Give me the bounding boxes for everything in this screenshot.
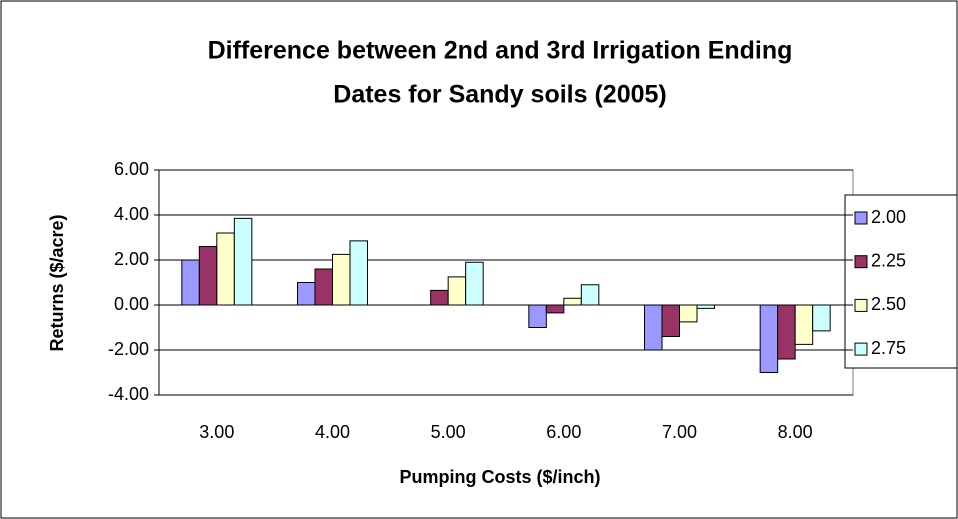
legend-label: 2.25 (871, 250, 906, 270)
legend-label: 2.75 (871, 338, 906, 358)
legend-swatch (854, 342, 868, 356)
bar (759, 304, 779, 373)
x-tick-label: 7.00 (662, 422, 697, 442)
bar (696, 304, 715, 309)
bar (233, 217, 253, 306)
y-tick-label: 2.00 (114, 249, 149, 269)
chart-title: Difference between 2nd and 3rd Irrigatio… (208, 37, 793, 65)
bar (447, 276, 467, 306)
bar (812, 304, 831, 332)
legend-label: 2.50 (871, 294, 906, 314)
bar (563, 297, 582, 306)
bar (297, 282, 316, 306)
y-tick-label: -2.00 (108, 339, 149, 359)
bar (679, 304, 698, 323)
x-tick-label: 3.00 (199, 422, 234, 442)
bar (644, 304, 663, 351)
bar (465, 261, 484, 306)
x-tick-label: 5.00 (431, 422, 466, 442)
legend-swatch (854, 298, 868, 312)
bar (349, 240, 368, 306)
bar (198, 246, 218, 306)
x-axis-title: Pumping Costs ($/inch) (399, 467, 600, 487)
y-tick-label: 6.00 (114, 159, 149, 179)
bar (181, 259, 200, 306)
bar (528, 304, 547, 328)
bar (545, 304, 565, 314)
legend-label: 2.00 (871, 207, 906, 227)
legend-swatch (854, 255, 868, 269)
y-tick-label: -4.00 (108, 384, 149, 404)
bar (216, 232, 235, 306)
bar (794, 304, 814, 345)
x-tick-label: 8.00 (778, 422, 813, 442)
bar (332, 253, 351, 306)
bar (661, 304, 680, 337)
bar (777, 304, 796, 360)
x-tick-label: 6.00 (546, 422, 581, 442)
legend-swatch (854, 211, 868, 225)
y-tick-label: 0.00 (114, 294, 149, 314)
y-axis-title: Returns ($/acre) (47, 214, 67, 351)
x-tick-label: 4.00 (315, 422, 350, 442)
y-tick-label: 4.00 (114, 204, 149, 224)
chart-title: Dates for Sandy soils (2005) (333, 81, 666, 109)
bar (430, 289, 449, 306)
bar (314, 268, 333, 306)
bar (580, 284, 600, 306)
